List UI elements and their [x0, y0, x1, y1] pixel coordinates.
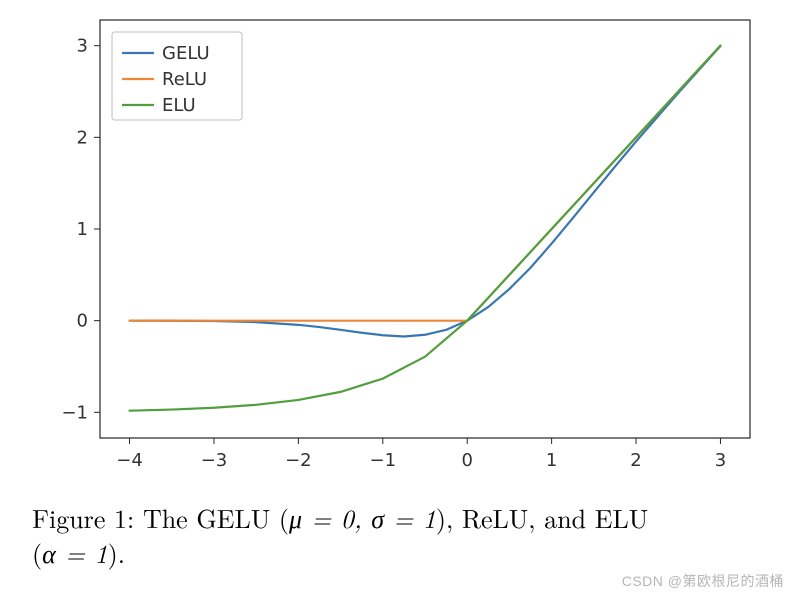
x-tick-label: −3 — [201, 450, 228, 471]
y-tick-label: 3 — [77, 36, 88, 57]
figure-container: −4 −3 −2 −1 0 1 2 3 −1 0 1 2 3 GELU ReLU ELU Figure 1: … — [0, 0, 800, 599]
legend-label: ReLU — [162, 69, 207, 90]
legend-label: GELU — [162, 43, 210, 64]
watermark: CSDN @第欧根尼的酒桶 — [622, 571, 784, 591]
caption-text-1: Figure 1: The GELU ( — [32, 499, 289, 536]
chart: −4 −3 −2 −1 0 1 2 3 −1 0 1 2 3 GELU ReLU ELU — [40, 10, 760, 480]
x-tick-label: −4 — [116, 450, 143, 471]
caption-text-3: ( — [32, 534, 42, 571]
y-tick-label: 1 — [77, 219, 88, 240]
caption-text-2: ), ReLU, and ELU — [436, 499, 648, 536]
y-tick-label: 2 — [77, 127, 88, 148]
caption-math-1: μ = 0, σ = 1 — [289, 499, 436, 536]
x-tick-label: 1 — [546, 450, 557, 471]
y-tick-label: 0 — [77, 311, 88, 332]
legend-label: ELU — [162, 95, 196, 116]
chart-svg: −4 −3 −2 −1 0 1 2 3 −1 0 1 2 3 GELU ReLU ELU — [40, 10, 760, 480]
x-tick-label: −2 — [285, 450, 312, 471]
y-tick-label: −1 — [61, 402, 88, 423]
x-tick-label: 3 — [715, 450, 726, 471]
caption-text-4: ). — [108, 534, 125, 571]
figure-caption: Figure 1: The GELU (μ = 0, σ = 1), ReLU,… — [32, 500, 768, 570]
x-tick-label: 2 — [630, 450, 641, 471]
x-tick-label: −1 — [370, 450, 397, 471]
x-tick-label: 0 — [461, 450, 472, 471]
caption-math-2: α = 1 — [42, 534, 108, 571]
